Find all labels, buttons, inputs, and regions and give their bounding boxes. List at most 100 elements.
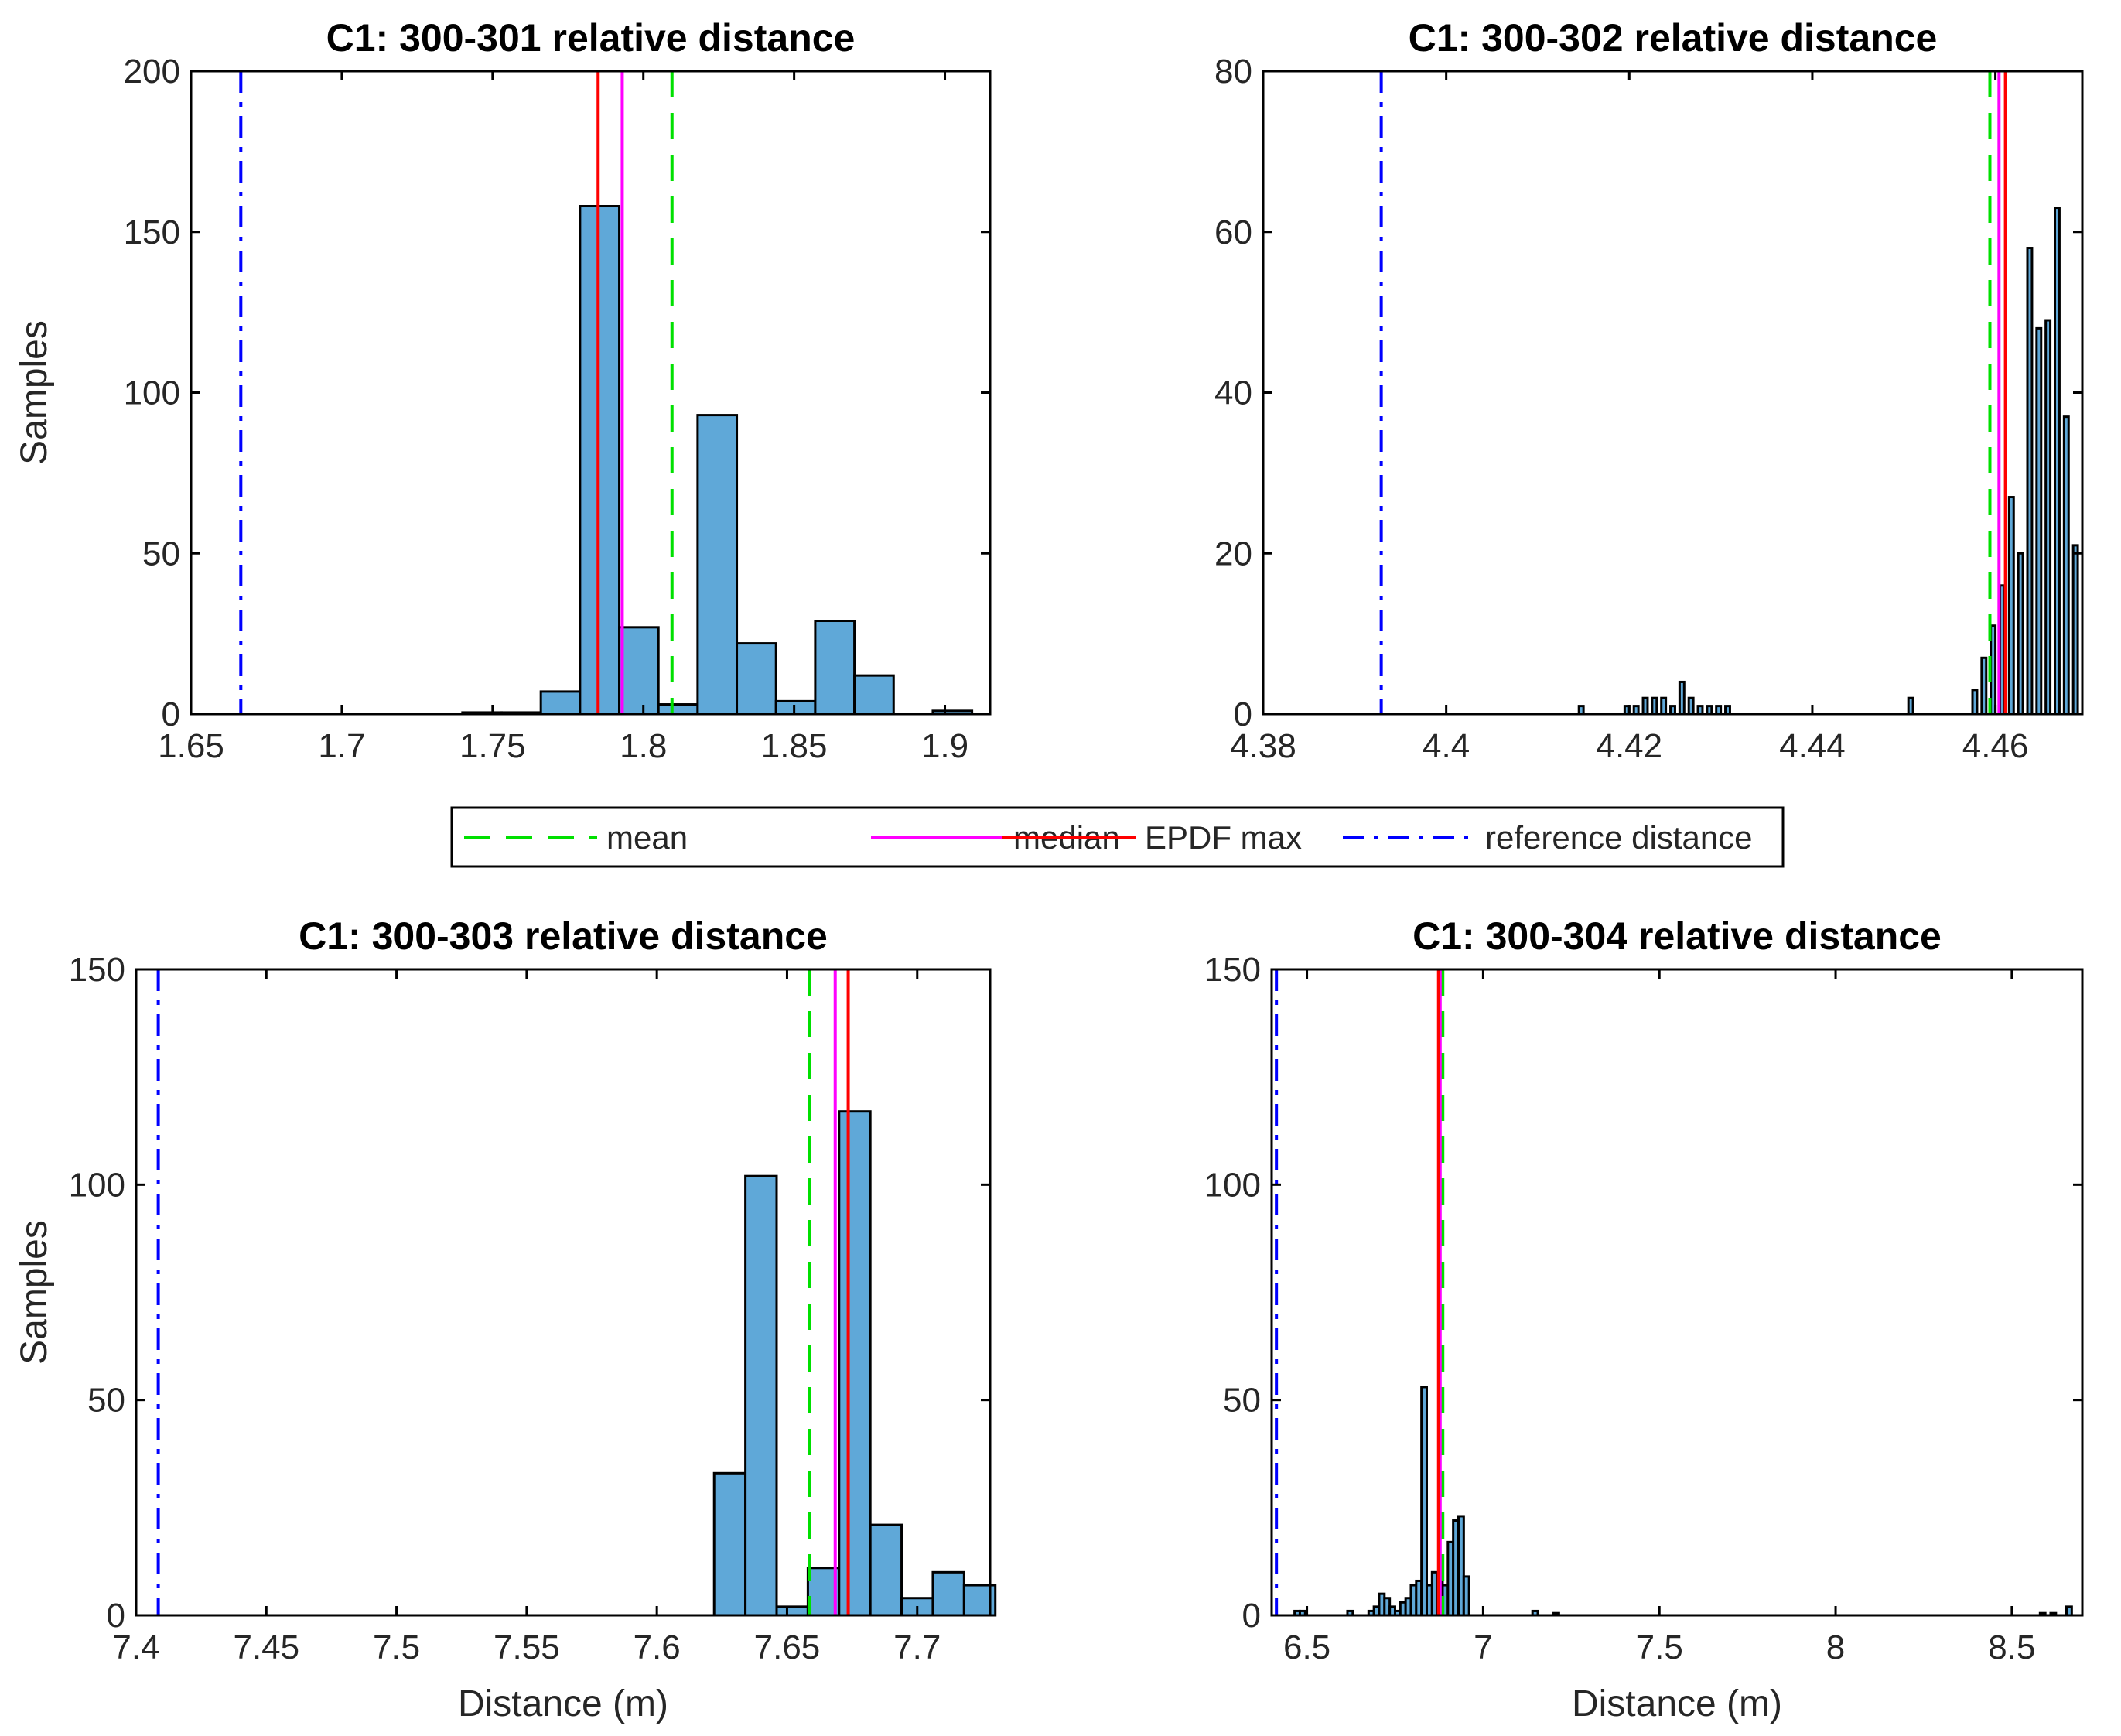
chart-title: C1: 300-301 relative distance	[326, 16, 856, 60]
legend: mean median EPDF max reference distance	[450, 806, 1785, 868]
y-tick-label: 150	[1204, 951, 1261, 989]
histogram-bar	[1577, 705, 1585, 716]
histogram-bar	[1462, 1575, 1470, 1617]
x-tick-label: 7.7	[893, 1628, 941, 1666]
histogram-bar	[931, 1570, 965, 1617]
legend-item-reference: reference distance	[1343, 819, 1753, 856]
x-tick-label: 4.44	[1779, 727, 1846, 765]
x-tick-label: 1.65	[158, 727, 224, 765]
y-tick-label: 150	[124, 214, 180, 251]
histogram-bar	[2035, 326, 2043, 716]
histogram-bar	[1651, 696, 1658, 716]
y-tick-label: 0	[1242, 1597, 1261, 1635]
panel-3: 7.4 7.45 7.5 7.55 7.6 7.65 7.7 0 50 100 150 C1: 300…	[14, 914, 997, 1724]
y-tick-label: 150	[69, 951, 125, 989]
histogram-bar	[744, 1174, 778, 1617]
x-tick-label: 1.8	[620, 727, 667, 765]
y-tick-label: 50	[1223, 1382, 1261, 1420]
x-tick-label: 7.45	[233, 1628, 299, 1666]
histogram-bar	[1907, 696, 1914, 716]
histogram-bar	[657, 703, 699, 716]
panel-4: 6.5 7 7.5 8 8.5 0 50 100 150 C1: 300-304 relative…	[1204, 914, 2084, 1724]
x-tick-label: 7.4	[112, 1628, 159, 1666]
histogram-bar	[1715, 705, 1723, 716]
legend-item-epdf-max: EPDF max	[1002, 819, 1302, 856]
histogram-bar	[2017, 552, 2024, 716]
x-tick-label: 7.65	[754, 1628, 821, 1666]
histogram-bar	[1980, 656, 1988, 716]
x-axis-label: Distance (m)	[1572, 1683, 1782, 1724]
histogram-bar	[1999, 584, 2006, 716]
histogram-bar	[1990, 624, 1997, 716]
axes-box	[1270, 968, 2084, 1617]
histogram-bar	[814, 620, 856, 716]
histogram-bar	[1678, 680, 1686, 716]
histogram-bar	[736, 642, 777, 716]
histogram-bar	[1669, 705, 1676, 716]
x-tick-label: 8.5	[1988, 1628, 2035, 1666]
y-axis-label: Samples	[14, 1220, 55, 1365]
chart-title: C1: 300-302 relative distance	[1409, 16, 1938, 60]
y-tick-label: 200	[124, 53, 180, 91]
y-tick-label: 0	[1234, 695, 1252, 733]
histogram-bar	[1632, 705, 1640, 716]
y-tick-label: 100	[1204, 1166, 1261, 1204]
y-tick-label: 80	[1214, 53, 1252, 91]
y-tick-label: 20	[1214, 535, 1252, 572]
histogram-bar	[539, 690, 582, 716]
histogram-bar	[2065, 1605, 2073, 1617]
histogram-bar	[2044, 319, 2052, 716]
histogram-bar	[696, 414, 739, 716]
x-tick-label: 1.75	[459, 727, 526, 765]
plot-area	[1272, 969, 2082, 1615]
x-tick-label: 1.7	[318, 727, 365, 765]
y-tick-label: 50	[87, 1382, 125, 1420]
legend-item-mean: mean	[464, 819, 688, 856]
y-tick-label: 0	[107, 1597, 125, 1635]
legend-label: EPDF max	[1145, 819, 1302, 856]
x-tick-label: 1.85	[761, 727, 828, 765]
histogram-bar	[2054, 207, 2061, 716]
y-tick-label: 100	[69, 1166, 125, 1204]
x-tick-label: 4.46	[1962, 727, 2029, 765]
histogram-bar	[2026, 247, 2034, 716]
panel-1: 1.65 1.7 1.75 1.8 1.85 1.9 0 50 100 150 200 C1: 300…	[14, 16, 992, 765]
histogram-bar	[1696, 705, 1704, 716]
histogram-bar	[1641, 696, 1649, 716]
x-tick-label: 4.38	[1230, 727, 1296, 765]
histogram-bar	[869, 1523, 903, 1617]
histogram-bar	[1724, 705, 1731, 716]
histogram-bar	[774, 699, 817, 716]
histogram-bar	[1687, 696, 1695, 716]
axes-box	[135, 968, 992, 1617]
y-tick-label: 0	[162, 695, 180, 733]
histogram-bar	[775, 1605, 809, 1617]
x-tick-label: 7.6	[634, 1628, 681, 1666]
y-axis-label: Samples	[14, 320, 55, 465]
histogram-bar	[1660, 696, 1668, 716]
y-tick-label: 40	[1214, 374, 1252, 412]
histogram-bar	[1971, 689, 1979, 716]
histogram-bar	[1706, 705, 1713, 716]
x-tick-label: 7.55	[494, 1628, 560, 1666]
x-axis-label: Distance (m)	[458, 1683, 668, 1724]
chart-title: C1: 300-304 relative distance	[1412, 914, 1942, 958]
x-tick-label: 8	[1826, 1628, 1845, 1666]
histogram-bar	[712, 1471, 747, 1617]
legend-label: mean	[606, 819, 688, 856]
y-tick-label: 100	[124, 374, 180, 412]
histogram-bar	[2007, 496, 2015, 716]
x-tick-label: 6.5	[1283, 1628, 1330, 1666]
y-tick-label: 60	[1214, 214, 1252, 251]
panel-2: 4.38 4.4 4.42 4.44 4.46 0 20 40 60 80 C1: 300-302 …	[1214, 16, 2084, 765]
histogram-bar	[853, 674, 895, 716]
x-tick-label: 7.5	[373, 1628, 420, 1666]
legend-label: reference distance	[1485, 819, 1753, 856]
histogram-bar	[618, 626, 660, 716]
x-tick-label: 4.42	[1596, 727, 1662, 765]
histogram-bar	[1420, 1386, 1428, 1617]
x-tick-label: 7.5	[1636, 1628, 1683, 1666]
histogram-bar	[838, 1110, 872, 1617]
x-tick-label: 4.4	[1423, 727, 1470, 765]
